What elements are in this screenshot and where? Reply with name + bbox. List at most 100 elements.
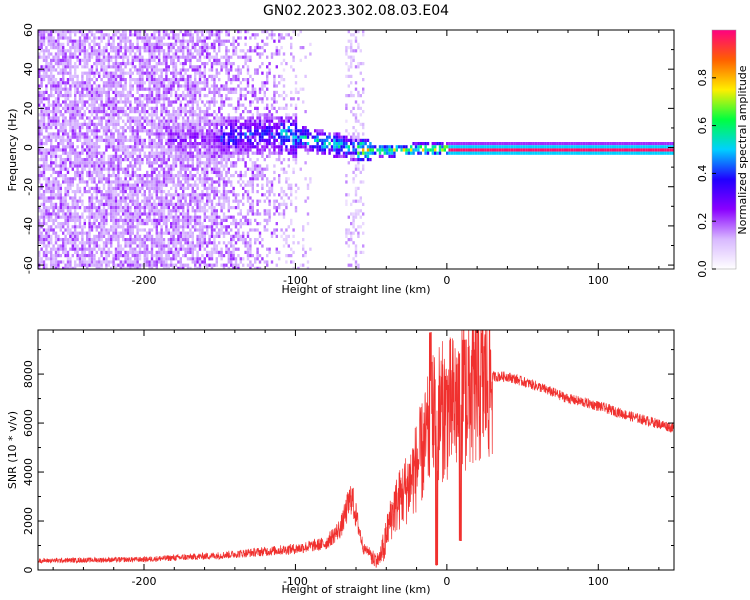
heatmap-cell (246, 247, 250, 251)
heatmap-cell (210, 218, 214, 222)
heatmap-cell (105, 68, 108, 72)
heatmap-cell (122, 167, 125, 171)
heatmap-cell (184, 148, 187, 152)
heatmap-cell (256, 183, 259, 187)
heatmap-cell (148, 154, 151, 158)
heatmap-cell (102, 154, 106, 158)
heatmap-cell (220, 263, 223, 267)
heatmap-cell (179, 170, 182, 174)
heatmap-cell (153, 84, 156, 88)
heatmap-cell (54, 196, 58, 200)
heatmap-cell (256, 167, 259, 171)
heatmap-cell (88, 71, 91, 75)
heatmap-cell (114, 254, 118, 258)
heatmap-cell (76, 183, 79, 187)
heatmap-cell (110, 119, 113, 123)
heatmap-cell (76, 119, 79, 123)
heatmap-cell (232, 206, 235, 210)
heatmap-cell (206, 196, 209, 200)
heatmap-cell (186, 103, 190, 107)
heatmap-cell (42, 222, 46, 226)
heatmap-cell (170, 58, 173, 62)
heatmap-cell (38, 74, 41, 78)
heatmap-cell (64, 81, 67, 85)
heatmap-cell (249, 138, 252, 142)
heatmap-cell (146, 145, 149, 149)
heatmap-cell (174, 183, 178, 187)
heatmap-cell (246, 190, 250, 194)
heatmap-cell (198, 241, 202, 245)
heatmap-cell (210, 206, 214, 210)
heatmap-cell (218, 36, 221, 40)
heatmap-cell (213, 158, 216, 162)
heatmap-cell (131, 158, 134, 162)
heatmap-cell (203, 39, 206, 43)
heatmap-cell (160, 234, 163, 238)
heatmap-cell (122, 186, 125, 190)
heatmap-cell (172, 238, 175, 242)
heatmap-cell (242, 257, 245, 261)
heatmap-cell (102, 244, 106, 248)
heatmap-cell (54, 62, 58, 66)
heatmap-cell (222, 122, 226, 126)
heatmap-cell (206, 132, 209, 136)
heatmap-cell (62, 199, 65, 203)
heatmap-cell (100, 199, 103, 203)
heatmap-cell (258, 254, 262, 258)
heatmap-cell (186, 145, 190, 149)
heatmap-cell (220, 177, 223, 181)
heatmap-cell (129, 110, 132, 114)
heatmap-cell (136, 138, 139, 142)
heatmap-cell (138, 206, 142, 210)
heatmap-cell (254, 238, 257, 242)
heatmap-cell (213, 212, 216, 216)
heatmap-cell (191, 33, 194, 37)
heatmap-cell (230, 138, 233, 142)
heatmap-cell (220, 222, 223, 226)
heatmap-cell (40, 129, 43, 133)
heatmap-cell (210, 225, 214, 229)
heatmap-cell (210, 263, 214, 267)
heatmap-cell (42, 199, 46, 203)
heatmap-cell (81, 193, 84, 197)
heatmap-cell (59, 209, 62, 213)
heatmap-cell (143, 174, 146, 178)
heatmap-cell (184, 222, 187, 226)
heatmap-cell (237, 154, 240, 158)
heatmap-cell (57, 122, 60, 126)
heatmap-cell (62, 129, 65, 133)
heatmap-cell (45, 55, 48, 59)
heatmap-cell (129, 46, 132, 50)
heatmap-cell (59, 58, 62, 62)
heatmap-cell (42, 55, 46, 59)
heatmap-cell (232, 193, 235, 197)
heatmap-cell (42, 266, 46, 269)
heatmap-cell (129, 116, 132, 120)
heatmap-cell (102, 202, 106, 206)
heatmap-cell (90, 209, 94, 213)
heatmap-cell (62, 68, 65, 72)
heatmap-cell (158, 49, 161, 53)
heatmap-cell (258, 234, 262, 238)
heatmap-cell (62, 180, 65, 184)
heatmap-cell (78, 174, 82, 178)
heatmap-cell (76, 231, 79, 235)
heatmap-cell (64, 206, 67, 210)
heatmap-cell (38, 209, 41, 213)
heatmap-cell (122, 234, 125, 238)
heatmap-cell (78, 231, 82, 235)
heatmap-cell (191, 106, 194, 110)
heatmap-cell (167, 81, 170, 85)
heatmap-cell (232, 106, 235, 110)
heatmap-cell (215, 33, 218, 37)
heatmap-cell (184, 263, 187, 267)
heatmap-cell (162, 174, 166, 178)
heatmap-cell (182, 36, 185, 40)
heatmap-cell (45, 36, 48, 40)
heatmap-cell (220, 55, 223, 59)
heatmap-cell (50, 212, 53, 216)
heatmap-cell (86, 62, 89, 66)
heatmap-cell (112, 148, 115, 152)
heatmap-cell (143, 218, 146, 222)
heatmap-cell (83, 135, 86, 139)
